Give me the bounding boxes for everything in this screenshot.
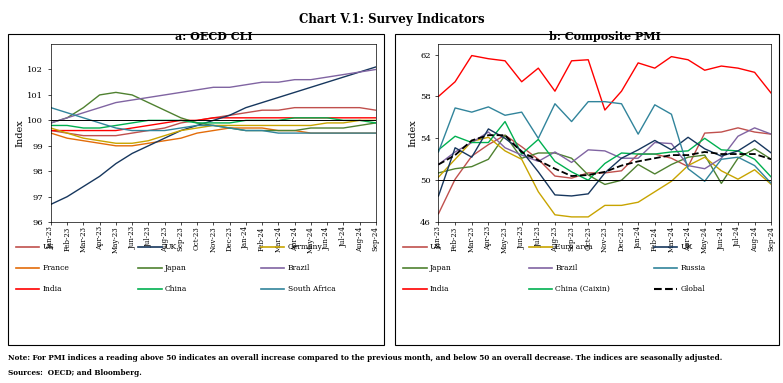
Text: Japan: Japan (165, 264, 187, 272)
Text: UK: UK (680, 243, 693, 251)
Text: France: France (42, 264, 69, 272)
Text: South Africa: South Africa (287, 285, 335, 293)
Text: US: US (430, 243, 442, 251)
Text: Chart V.1: Survey Indicators: Chart V.1: Survey Indicators (298, 13, 485, 26)
Text: India: India (42, 285, 62, 293)
Text: Euro area: Euro area (555, 243, 593, 251)
Text: Global: Global (680, 285, 705, 293)
Text: Germany: Germany (287, 243, 323, 251)
Text: Note: For PMI indices a reading above 50 indicates an overall increase compared : Note: For PMI indices a reading above 50… (8, 354, 722, 362)
Text: China (Caixin): China (Caixin) (555, 285, 610, 293)
Text: China: China (165, 285, 187, 293)
Title: a: OECD CLI: a: OECD CLI (175, 31, 252, 42)
Text: UK: UK (165, 243, 177, 251)
Text: Brazil: Brazil (555, 264, 578, 272)
Text: Russia: Russia (680, 264, 705, 272)
Title: b: Composite PMI: b: Composite PMI (549, 31, 661, 42)
Y-axis label: Index: Index (16, 119, 24, 147)
Text: India: India (430, 285, 449, 293)
Y-axis label: Index: Index (408, 119, 417, 147)
Text: Brazil: Brazil (287, 264, 310, 272)
Text: Japan: Japan (430, 264, 452, 272)
Text: Sources:  OECD; and Bloomberg.: Sources: OECD; and Bloomberg. (8, 369, 142, 377)
Text: US: US (42, 243, 54, 251)
